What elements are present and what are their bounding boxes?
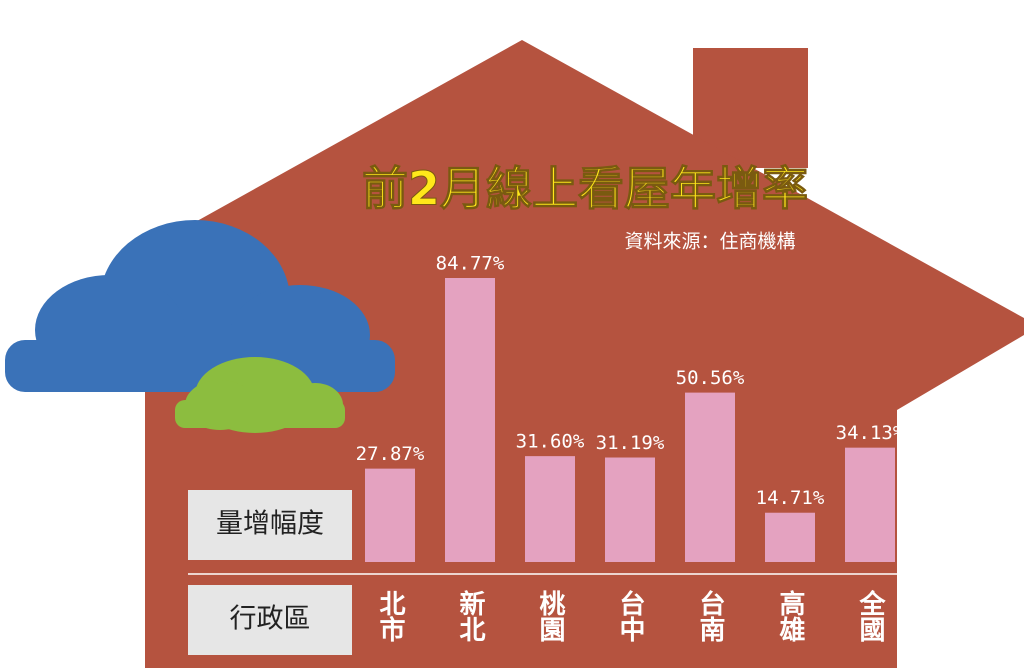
bar xyxy=(525,456,575,562)
row-label-box xyxy=(188,585,352,655)
x-tick-label: 台南 xyxy=(695,589,725,643)
data-label: 27.87% xyxy=(356,443,425,465)
bush xyxy=(175,357,345,433)
x-tick-label: 新北 xyxy=(455,589,485,642)
bar xyxy=(845,447,895,562)
row-label-box xyxy=(188,490,352,560)
x-tick-label: 北市 xyxy=(375,590,405,642)
data-label: 50.56% xyxy=(676,367,745,389)
bar xyxy=(445,278,495,562)
x-tick-label: 全國 xyxy=(855,589,886,642)
house xyxy=(145,40,1024,668)
bar xyxy=(365,468,415,562)
data-label: 31.19% xyxy=(596,432,665,454)
cloud xyxy=(5,220,395,392)
category-row-label: 行政區 xyxy=(230,604,311,635)
data-label: 34.13% xyxy=(836,422,905,444)
data-label: 14.71% xyxy=(756,487,825,509)
bar xyxy=(605,457,655,562)
bar xyxy=(765,512,815,562)
x-tick-label: 高雄 xyxy=(775,589,806,642)
bar xyxy=(685,392,735,562)
data-label: 84.77% xyxy=(436,253,505,275)
subtitle: 資料來源：住商機構 xyxy=(624,231,795,253)
chart-title: 前2月線上看屋年增率 xyxy=(362,162,808,216)
x-tick-label: 台中 xyxy=(615,589,645,642)
x-tick-label: 桃園 xyxy=(535,590,565,642)
data-label: 31.60% xyxy=(516,431,585,453)
value-row-label: 量增幅度 xyxy=(216,509,324,540)
